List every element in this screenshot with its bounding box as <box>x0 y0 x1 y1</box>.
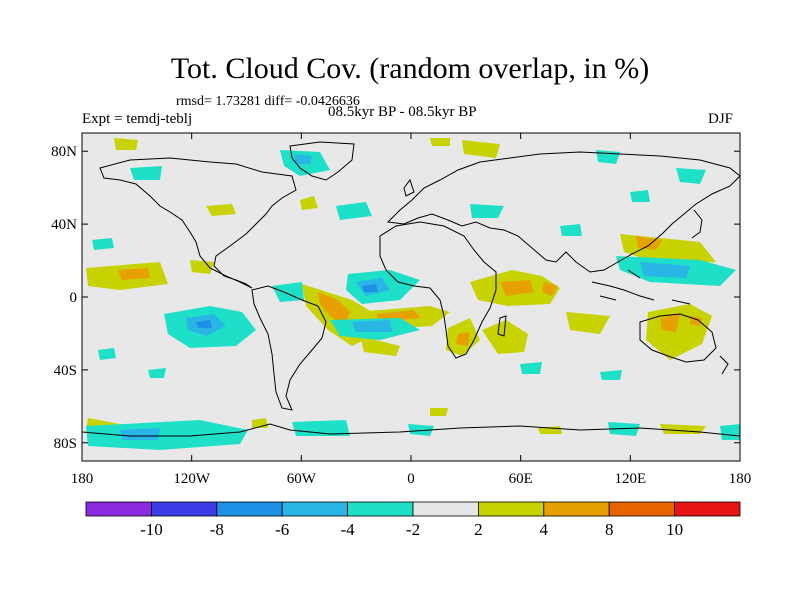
colorbar-label: 4 <box>540 520 549 539</box>
coastline-japan <box>691 209 703 239</box>
anomaly-patch <box>92 238 114 250</box>
map-background <box>82 133 740 461</box>
colorbar-label: -6 <box>275 520 289 539</box>
colorbar: -10 -8 -6 -4 -2 2 4 8 10 <box>85 501 741 539</box>
colorbar-swatch <box>674 501 741 517</box>
colorbar-swatch <box>281 501 349 517</box>
colorbar-label: 2 <box>474 520 483 539</box>
anomaly-patch <box>482 320 528 354</box>
y-tick-label: 80N <box>51 144 77 160</box>
coastline-new-zealand <box>719 355 729 375</box>
coastline-north-america <box>99 157 297 289</box>
anomaly-patch <box>196 320 212 328</box>
colorbar-label: -2 <box>406 520 420 539</box>
anomaly-patch <box>596 150 620 164</box>
anomaly-patch <box>640 262 690 278</box>
coastline-uk <box>403 178 415 197</box>
anomaly-patch <box>430 138 450 146</box>
colorbar-label: -8 <box>210 520 224 539</box>
y-tick-label: 0 <box>70 290 78 306</box>
coastline-australia <box>639 313 717 363</box>
x-tick-label: 180 <box>729 471 752 487</box>
y-axis: 80N 40N 0 40S 80S <box>51 144 740 452</box>
anomaly-patch <box>130 166 162 180</box>
anomaly-patch <box>300 196 318 210</box>
coastline-greenland <box>289 141 355 181</box>
colorbar-swatch <box>477 501 545 517</box>
coastline-maritime-asia <box>591 269 691 305</box>
anomaly-patch <box>430 408 448 416</box>
colorbar-swatch <box>150 501 218 517</box>
anomaly-patch <box>500 280 534 296</box>
anomaly-patch <box>408 424 434 436</box>
x-tick-label: 120E <box>614 471 646 487</box>
anomaly-patch <box>190 260 214 274</box>
anomaly-patch <box>676 168 706 184</box>
anomaly-patch <box>470 204 504 218</box>
colorbar-swatch <box>608 501 676 517</box>
colorbar-label: -4 <box>341 520 356 539</box>
stats-line: rmsd= 1.73281 diff= -0.0426636 <box>176 94 360 109</box>
colorbar-label: 10 <box>666 520 683 539</box>
anomaly-patch <box>542 282 558 296</box>
anomaly-patch <box>520 362 542 374</box>
y-tick-label: 80S <box>54 436 77 452</box>
anomaly-patch <box>86 420 248 450</box>
anomaly-patch <box>318 292 350 326</box>
season-label: DJF <box>708 111 734 127</box>
colorbar-label: 8 <box>605 520 614 539</box>
anomaly-field <box>86 138 740 450</box>
anomaly-patch <box>660 314 680 332</box>
coastlines <box>82 141 740 437</box>
anomaly-patch <box>560 224 582 236</box>
experiment-label: Expt = temdj-teblj <box>82 111 193 127</box>
anomaly-patch <box>98 348 116 360</box>
anomaly-patch <box>120 428 160 440</box>
x-tick-label: 60W <box>287 471 317 487</box>
y-tick-label: 40S <box>54 363 77 379</box>
colorbar-label: -10 <box>140 520 163 539</box>
anomaly-patch <box>456 332 470 346</box>
anomaly-patch <box>148 368 166 378</box>
y-tick-label: 40N <box>51 217 77 233</box>
anomaly-patch <box>294 154 312 164</box>
anomaly-patch <box>336 202 372 220</box>
x-tick-label: 180 <box>71 471 94 487</box>
anomaly-patch <box>600 370 622 380</box>
anomaly-patch <box>206 204 236 216</box>
plot-title: Tot. Cloud Cov. (random overlap, in %) <box>170 52 650 85</box>
anomaly-patch <box>362 284 378 292</box>
coastline-south-america <box>251 285 327 411</box>
coastline-madagascar <box>497 315 507 337</box>
colorbar-swatch <box>543 501 610 517</box>
anomaly-patch <box>462 140 500 158</box>
x-tick-label: 0 <box>407 471 415 487</box>
anomaly-patch <box>118 268 150 280</box>
x-tick-label: 60E <box>509 471 533 487</box>
anomaly-patch <box>566 312 610 334</box>
colorbar-swatch <box>85 501 152 517</box>
coastline-africa <box>379 221 497 359</box>
colorbar-swatch <box>412 501 479 517</box>
anomaly-patch <box>352 320 392 332</box>
x-axis: 180 120W 60W 0 60E 120E 180 <box>71 133 752 487</box>
period-label: 08.5kyr BP - 08.5kyr BP <box>328 104 477 120</box>
anomaly-patch <box>630 190 650 202</box>
x-tick-label: 120W <box>173 471 211 487</box>
colorbar-swatch <box>216 501 283 517</box>
anomaly-patch <box>114 138 138 150</box>
coastline-eurasia <box>386 151 740 273</box>
anomaly-patch <box>360 336 400 356</box>
coastline-antarctica <box>82 423 740 437</box>
anomaly-patch <box>720 424 740 440</box>
colorbar-swatch <box>347 501 414 517</box>
